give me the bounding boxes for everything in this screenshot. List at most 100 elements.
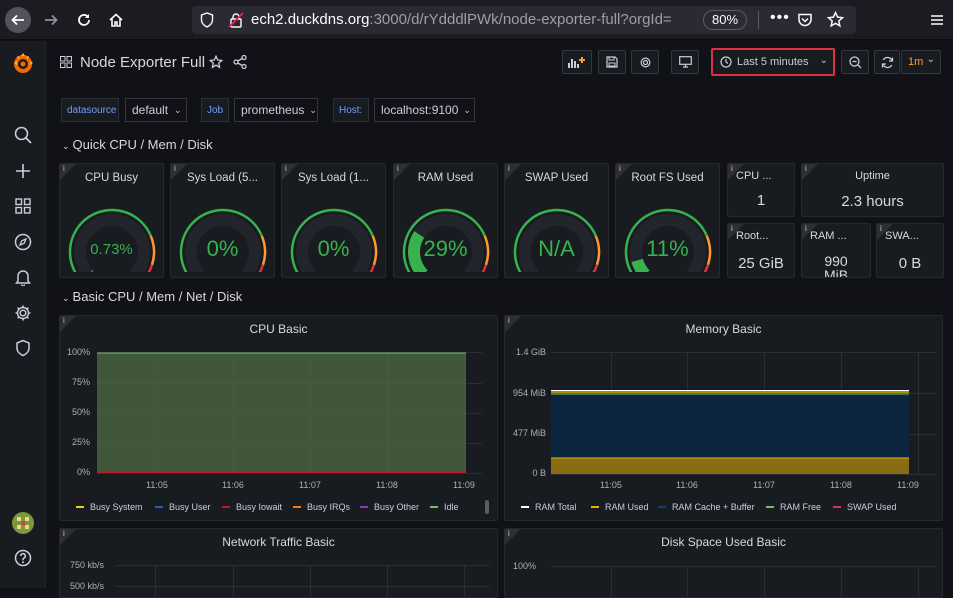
variable-select-datasource[interactable]: default ⌄ xyxy=(125,98,187,122)
server-admin-button[interactable] xyxy=(11,336,35,360)
help-icon xyxy=(14,549,32,567)
panel-title: CPU Basic xyxy=(249,322,308,336)
legend-item[interactable]: RAM Cache + Buffer xyxy=(658,502,755,512)
x-tick: 11:07 xyxy=(753,480,775,490)
gauge-panel[interactable]: i Sys Load (5... 0% xyxy=(170,163,275,278)
legend-item[interactable]: Busy Iowait xyxy=(222,502,282,512)
info-icon[interactable]: i xyxy=(505,529,521,545)
info-icon[interactable]: i xyxy=(505,316,521,332)
legend-scrollbar[interactable] xyxy=(485,500,489,514)
star-icon[interactable] xyxy=(827,11,844,28)
graph-panel-cpu-basic[interactable]: i CPU Basic 100% 75% 50% 25% 0% 11:05 11:06 11… xyxy=(59,315,498,521)
legend-item[interactable]: RAM Free xyxy=(766,502,821,512)
info-icon[interactable]: i xyxy=(60,316,76,332)
info-icon[interactable]: i xyxy=(877,224,893,240)
alerting-button[interactable] xyxy=(11,265,35,289)
row-header-quick[interactable]: ⌄ Quick CPU / Mem / Disk xyxy=(62,137,213,152)
info-icon[interactable]: i xyxy=(394,164,410,180)
forward-button[interactable] xyxy=(39,8,63,32)
refresh-button[interactable] xyxy=(874,50,900,74)
info-icon[interactable]: i xyxy=(728,224,744,240)
panel-title: SWAP Used xyxy=(524,172,589,184)
gauge-panel[interactable]: i CPU Busy 0.73% xyxy=(59,163,164,278)
favorite-star-icon[interactable] xyxy=(209,55,223,69)
shield-icon[interactable] xyxy=(200,12,214,28)
gauge-panel[interactable]: i SWAP Used N/A xyxy=(504,163,609,278)
info-icon[interactable]: i xyxy=(60,529,76,545)
legend-item[interactable]: Busy User xyxy=(155,502,211,512)
stat-panel-uptime[interactable]: i Uptime 2.3 hours xyxy=(801,163,944,217)
stat-panel-swap-total[interactable]: i SWA... 0 B xyxy=(876,223,944,278)
reload-button[interactable] xyxy=(72,8,96,32)
refresh-interval-picker[interactable]: 1m ⌄ xyxy=(901,50,941,74)
gauge-value: N/A xyxy=(538,236,575,261)
variable-select-host[interactable]: localhost:9100 ⌄ xyxy=(374,98,475,122)
add-panel-button[interactable] xyxy=(562,50,592,74)
home-button[interactable] xyxy=(104,8,128,32)
info-icon[interactable]: i xyxy=(802,224,818,240)
share-icon[interactable] xyxy=(233,55,247,69)
row-header-basic[interactable]: ⌄ Basic CPU / Mem / Net / Disk xyxy=(62,289,242,304)
url-text[interactable]: ech2.duckdns.org:3000/d/rYdddlPWk/node-e… xyxy=(251,11,691,28)
stat-value: 25 GiB xyxy=(738,255,784,272)
legend-item[interactable]: Busy System xyxy=(76,502,143,512)
cycle-view-mode-button[interactable] xyxy=(671,50,699,74)
gauge-panel[interactable]: i RAM Used 29% xyxy=(393,163,498,278)
panel-title: CPU Busy xyxy=(84,172,139,184)
legend-item[interactable]: Idle xyxy=(430,502,459,512)
search-button[interactable] xyxy=(11,123,35,147)
info-icon[interactable]: i xyxy=(802,164,818,180)
legend-item[interactable]: Busy IRQs xyxy=(293,502,350,512)
memory-basic-plot[interactable] xyxy=(551,352,936,476)
legend-item[interactable]: SWAP Used xyxy=(833,502,897,512)
pocket-icon[interactable] xyxy=(797,12,813,28)
explore-button[interactable] xyxy=(11,230,35,254)
graph-panel-network-basic[interactable]: i Network Traffic Basic 750 kb/s 500 kb/… xyxy=(59,528,498,598)
variable-value: prometheus xyxy=(241,103,305,117)
grafana-logo[interactable] xyxy=(11,52,35,76)
configuration-button[interactable] xyxy=(11,301,35,325)
stat-panel-ram-total[interactable]: i RAM ... 990 MiB xyxy=(801,223,871,278)
x-tick: 11:06 xyxy=(676,480,698,490)
legend-item[interactable]: Busy Other xyxy=(360,502,419,512)
reload-icon xyxy=(78,14,90,26)
dashboard-settings-button[interactable] xyxy=(631,50,659,74)
y-tick: 50% xyxy=(71,407,90,417)
gauge-value: 0.73% xyxy=(90,241,133,258)
info-icon[interactable]: i xyxy=(171,164,187,180)
app-menu-button[interactable] xyxy=(925,8,949,32)
create-button[interactable] xyxy=(11,159,35,183)
info-icon[interactable]: i xyxy=(282,164,298,180)
zoom-out-button[interactable] xyxy=(841,50,869,74)
stat-panel-cpu-cores[interactable]: i CPU ... 1 xyxy=(727,163,795,217)
dashboard-title[interactable]: Node Exporter Full xyxy=(80,54,206,71)
graph-panel-memory-basic[interactable]: i Memory Basic 1.4 GiB 954 MiB 477 MiB 0 B … xyxy=(504,315,943,521)
info-icon[interactable]: i xyxy=(616,164,632,180)
time-picker-button[interactable]: Last 5 minutes ⌄ xyxy=(711,48,835,76)
apps-icon xyxy=(15,198,31,214)
gauge-panel[interactable]: i Sys Load (1... 0% xyxy=(281,163,386,278)
legend-label: RAM Total xyxy=(535,502,577,512)
panel-title: Network Traffic Basic xyxy=(222,535,335,549)
legend-item[interactable]: RAM Used xyxy=(591,502,649,512)
info-icon[interactable]: i xyxy=(60,164,76,180)
info-icon[interactable]: i xyxy=(728,164,744,180)
refresh-interval-label: 1m xyxy=(908,56,924,68)
back-button[interactable] xyxy=(5,7,31,33)
legend-item[interactable]: RAM Total xyxy=(521,502,576,512)
page-actions-button[interactable]: ••• xyxy=(770,9,790,27)
url-bar[interactable]: ech2.duckdns.org:3000/d/rYdddlPWk/node-e… xyxy=(192,6,856,34)
save-dashboard-button[interactable] xyxy=(598,50,626,74)
info-icon[interactable]: i xyxy=(505,164,521,180)
stat-panel-rootfs-total[interactable]: i Root... 25 GiB xyxy=(727,223,795,278)
help-button[interactable] xyxy=(11,546,35,570)
lock-icon[interactable] xyxy=(228,12,244,28)
user-avatar[interactable] xyxy=(11,511,35,535)
zoom-indicator[interactable]: 80% xyxy=(703,10,747,30)
variable-select-job[interactable]: prometheus ⌄ xyxy=(234,98,318,122)
gauge-panel[interactable]: i Root FS Used 11% xyxy=(615,163,720,278)
cpu-basic-plot[interactable] xyxy=(97,352,482,476)
dashboards-button[interactable] xyxy=(11,194,35,218)
time-range-label: Last 5 minutes xyxy=(737,56,809,68)
panel-title: CPU ... xyxy=(736,170,772,182)
